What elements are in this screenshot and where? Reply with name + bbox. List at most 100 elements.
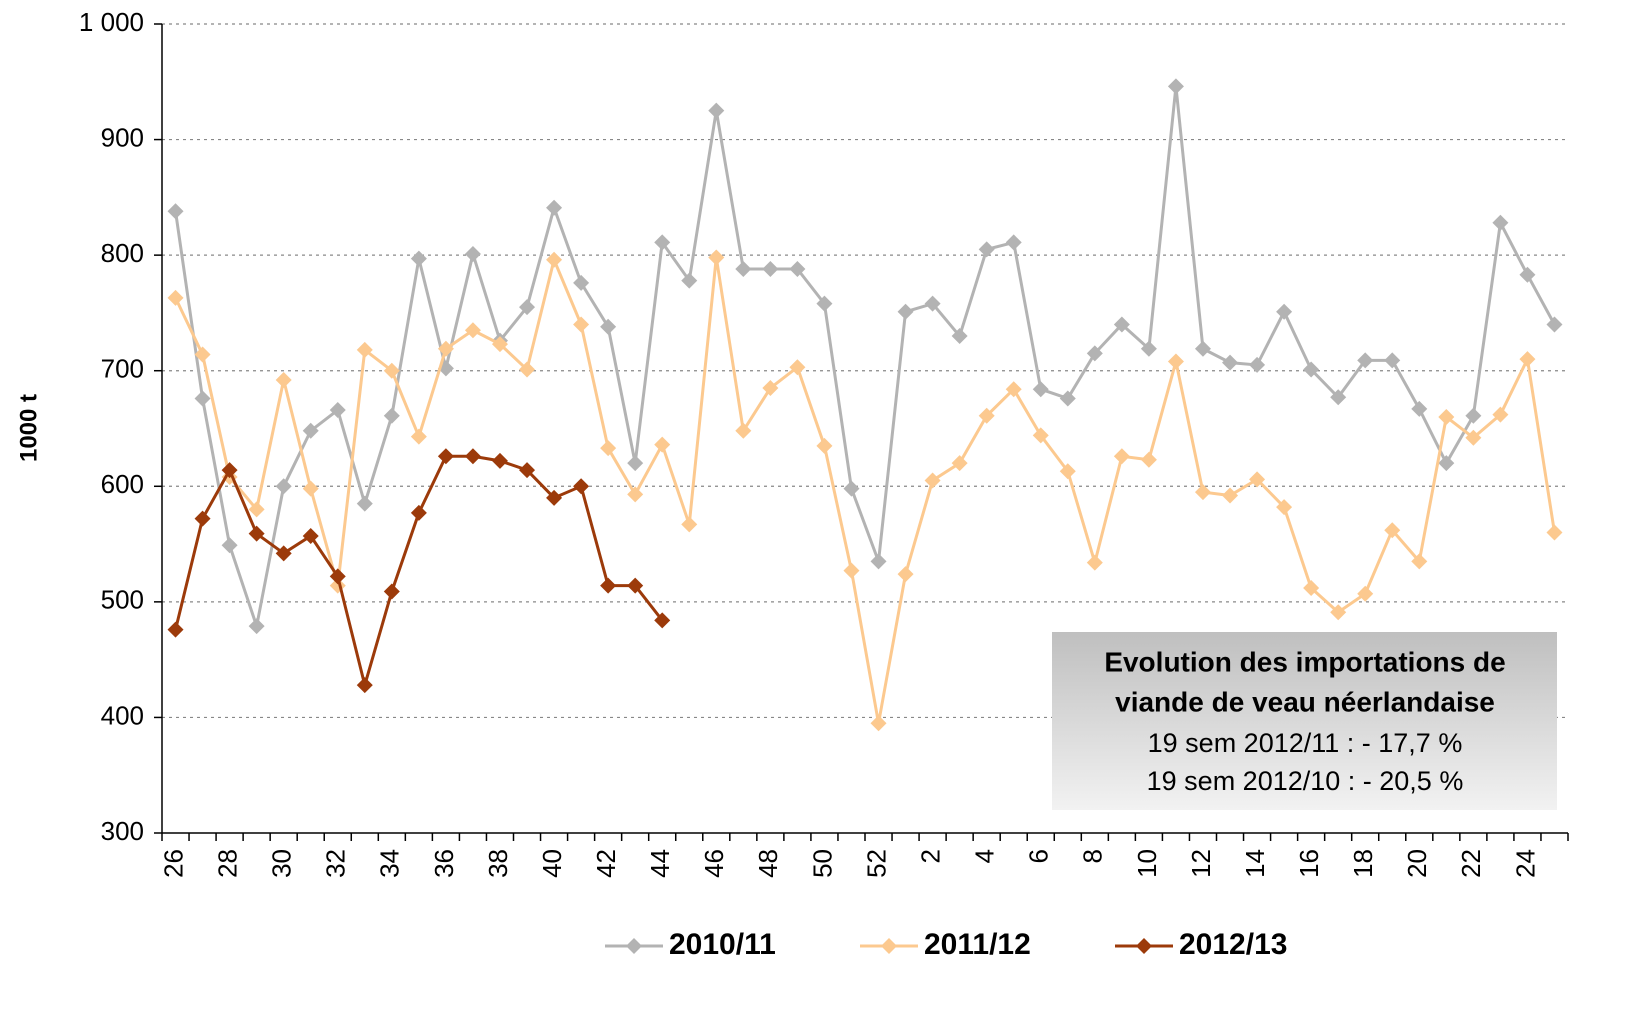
x-tick-label: 30 xyxy=(267,849,297,878)
x-tick-label: 40 xyxy=(537,849,567,878)
data-point xyxy=(383,407,400,424)
data-point xyxy=(1411,400,1428,417)
data-point xyxy=(1465,407,1482,424)
data-point xyxy=(951,328,968,345)
x-tick-label: 26 xyxy=(158,849,188,878)
data-point xyxy=(1222,354,1239,371)
data-point xyxy=(600,440,617,457)
annotation-text: 19 sem 2012/11 : - 17,7 % xyxy=(1148,728,1463,758)
y-tick-label: 500 xyxy=(101,585,144,615)
data-point xyxy=(681,516,698,533)
data-point xyxy=(654,612,671,629)
data-point xyxy=(383,362,400,379)
y-tick-label: 800 xyxy=(101,238,144,268)
data-point xyxy=(897,303,914,320)
data-point xyxy=(519,361,536,378)
data-point xyxy=(1194,484,1211,501)
data-point xyxy=(1249,471,1266,488)
data-point xyxy=(1303,361,1320,378)
x-tick-label: 46 xyxy=(699,849,729,878)
series-line xyxy=(174,454,664,691)
data-point xyxy=(1519,266,1536,283)
data-point xyxy=(600,577,617,594)
data-point xyxy=(167,621,184,638)
legend-marker xyxy=(1136,938,1152,954)
legend-item: 2010/11 xyxy=(605,928,776,961)
data-point xyxy=(1222,487,1239,504)
data-point xyxy=(1276,499,1293,516)
data-point xyxy=(275,371,292,388)
data-point xyxy=(1384,522,1401,539)
data-point xyxy=(978,241,995,258)
data-point xyxy=(1330,389,1347,406)
data-point xyxy=(1465,429,1482,446)
x-tick-label: 28 xyxy=(212,849,242,878)
y-tick-label: 1 000 xyxy=(79,7,144,37)
x-tick-label: 48 xyxy=(753,849,783,878)
data-point xyxy=(410,250,427,267)
data-point xyxy=(464,245,481,262)
data-point xyxy=(600,318,617,335)
annotation-box xyxy=(1052,632,1557,810)
y-tick-label: 700 xyxy=(101,354,144,384)
x-tick-label: 2 xyxy=(915,849,945,863)
data-point xyxy=(1113,316,1130,333)
data-point xyxy=(1194,340,1211,357)
legend-item: 2011/12 xyxy=(860,928,1031,961)
data-point xyxy=(735,422,752,439)
data-point xyxy=(789,261,806,278)
data-point xyxy=(464,322,481,339)
legend-marker xyxy=(881,938,897,954)
data-point xyxy=(627,577,644,594)
data-point xyxy=(356,495,373,512)
data-point xyxy=(329,568,346,585)
data-point xyxy=(329,402,346,419)
data-point xyxy=(924,295,941,312)
legend-label: 2011/12 xyxy=(924,928,1031,961)
data-point xyxy=(1086,554,1103,571)
data-point xyxy=(194,346,211,363)
x-tick-label: 32 xyxy=(321,849,351,878)
data-point xyxy=(248,618,265,635)
data-point xyxy=(843,562,860,579)
data-point xyxy=(762,380,779,397)
data-point xyxy=(951,455,968,472)
series-line xyxy=(174,254,1556,724)
data-point xyxy=(519,299,536,316)
data-point xyxy=(708,102,725,119)
data-point xyxy=(248,525,265,542)
data-point xyxy=(437,340,454,357)
data-point xyxy=(1411,553,1428,570)
x-tick-label: 6 xyxy=(1024,849,1054,863)
data-point xyxy=(627,486,644,503)
x-tick-label: 18 xyxy=(1348,849,1378,878)
data-point xyxy=(221,462,238,479)
data-point xyxy=(1032,427,1049,444)
data-point xyxy=(654,436,671,453)
y-tick-label: 400 xyxy=(101,700,144,730)
data-point xyxy=(410,428,427,445)
data-point xyxy=(1357,352,1374,369)
data-point xyxy=(437,448,454,465)
data-point xyxy=(546,251,563,268)
data-point xyxy=(1005,381,1022,398)
data-point xyxy=(573,478,590,495)
y-tick-label: 600 xyxy=(101,469,144,499)
x-tick-label: 24 xyxy=(1510,849,1540,878)
data-point xyxy=(383,583,400,600)
data-point xyxy=(275,478,292,495)
x-tick-label: 20 xyxy=(1402,849,1432,878)
data-point xyxy=(1384,352,1401,369)
data-point xyxy=(1330,604,1347,621)
data-point xyxy=(1492,406,1509,423)
annotation-title: viande de veau néerlandaise xyxy=(1115,686,1495,717)
data-point xyxy=(356,677,373,694)
data-point xyxy=(491,452,508,469)
data-point xyxy=(167,289,184,306)
data-point xyxy=(464,448,481,465)
data-point xyxy=(870,553,887,570)
data-point xyxy=(1059,463,1076,480)
data-point xyxy=(1140,451,1157,468)
data-point xyxy=(1249,356,1266,373)
